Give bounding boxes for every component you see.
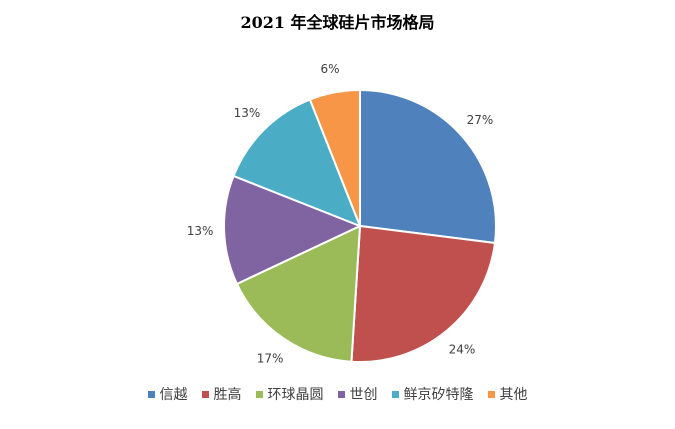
legend-swatch: [391, 390, 399, 398]
legend-label: 信越: [159, 387, 188, 403]
pie-slice-others: [308, 89, 361, 227]
data-label-shin-etsu: 27%: [467, 113, 494, 127]
legend-swatch: [201, 390, 209, 398]
legend-item-sumco: 胜高: [201, 384, 242, 404]
data-label-siltronic: 13%: [187, 224, 214, 238]
legend-item-siltronic: 世创: [337, 384, 378, 404]
chart-title: 2021 年全球硅片市场格局: [240, 13, 435, 32]
pie-slices: [223, 89, 497, 363]
pie-slice-shin-etsu: [359, 89, 497, 245]
data-label-others: 6%: [320, 62, 339, 76]
legend-swatch: [255, 390, 263, 398]
pie-slice-globalwafers: [235, 225, 361, 363]
legend-item-shin-etsu: 信越: [147, 384, 188, 404]
legend-item-sk-siltron: 鲜京矽特隆: [391, 384, 474, 404]
legend-label: 其他: [499, 387, 528, 403]
data-label-sumco: 24%: [449, 342, 476, 356]
legend-item-globalwafers: 环球晶圆: [255, 384, 324, 404]
legend: 信越 胜高 环球晶圆 世创 鲜京矽特隆 其他: [0, 384, 675, 404]
legend-label: 胜高: [213, 387, 242, 403]
pie-slice-sumco: [350, 225, 496, 363]
legend-label: 世创: [349, 387, 378, 403]
pie-slice-siltronic: [223, 174, 361, 285]
legend-swatch: [337, 390, 345, 398]
data-label-sk-siltron: 13%: [234, 106, 261, 120]
pie-labels: 27% 24% 17% 13% 13% 6%: [187, 62, 494, 365]
legend-swatch: [487, 390, 495, 398]
legend-label: 鲜京矽特隆: [403, 387, 474, 403]
data-label-globalwafers: 17%: [257, 351, 284, 365]
legend-label: 环球晶圆: [267, 387, 324, 403]
legend-item-others: 其他: [487, 384, 528, 404]
pie-slice-sk-siltron: [232, 98, 361, 227]
legend-swatch: [147, 390, 155, 398]
